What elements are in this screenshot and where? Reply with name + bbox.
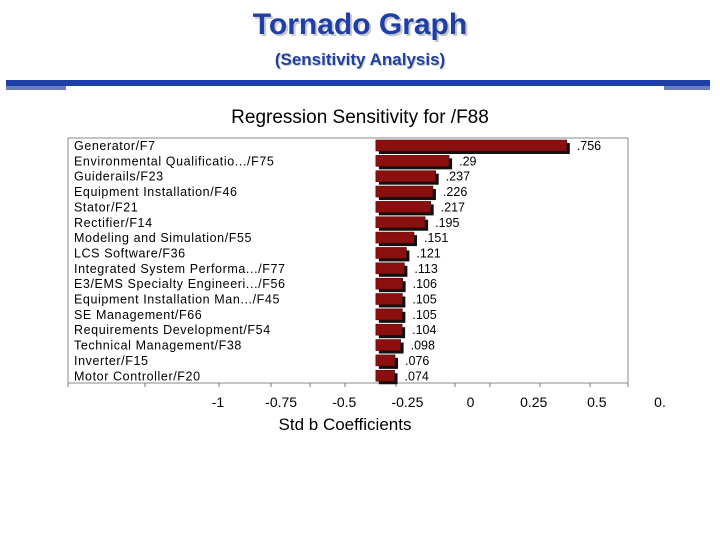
category-label: Equipment Installation/F46 bbox=[74, 185, 238, 199]
data-label: .237 bbox=[446, 170, 470, 184]
bar bbox=[375, 262, 405, 275]
x-tick-label: 0. bbox=[654, 394, 666, 410]
category-label: Motor Controller/F20 bbox=[74, 369, 201, 383]
data-label: .105 bbox=[412, 293, 436, 307]
bar bbox=[375, 247, 407, 259]
category-label: Environmental Qualificatio.../F75 bbox=[74, 154, 274, 168]
bar bbox=[375, 308, 403, 321]
bar bbox=[375, 339, 401, 351]
data-label: .195 bbox=[435, 216, 459, 230]
chart-title: Regression Sensitivity for /F88 bbox=[231, 107, 489, 128]
data-label: .756 bbox=[577, 139, 601, 153]
category-label: Technical Management/F38 bbox=[74, 339, 242, 353]
category-label: Generator/F7 bbox=[74, 139, 156, 153]
data-label: .105 bbox=[412, 308, 436, 322]
x-axis-label: Std b Coefficients bbox=[279, 415, 412, 434]
data-label: .104 bbox=[412, 323, 436, 337]
plot-area: -1 -0.75 -0.5 -0.25 0 0.25 0.5 0. Generator/F7 .7… bbox=[67, 137, 666, 410]
data-label: .217 bbox=[441, 200, 465, 214]
data-label: .098 bbox=[411, 339, 435, 353]
plot-frame bbox=[67, 137, 629, 384]
bar bbox=[375, 201, 431, 213]
bar bbox=[375, 185, 434, 198]
bar bbox=[375, 354, 396, 367]
x-tick-label: -1 bbox=[212, 394, 225, 410]
category-label: E3/EMS Specialty Engineeri.../F56 bbox=[74, 277, 286, 291]
category-label: Guiderails/F23 bbox=[74, 170, 164, 184]
data-label: .106 bbox=[413, 277, 437, 291]
data-label: .151 bbox=[424, 231, 448, 245]
category-label: Rectifier/F14 bbox=[74, 216, 153, 230]
x-tick-label: 0.5 bbox=[587, 394, 607, 410]
category-label: Equipment Installation Man.../F45 bbox=[74, 293, 280, 307]
slide-subtitle: (Sensitivity Analysis) bbox=[274, 50, 446, 69]
category-label: Inverter/F15 bbox=[74, 354, 149, 368]
bar bbox=[375, 231, 415, 244]
data-label: .113 bbox=[414, 262, 437, 276]
title-divider-left-cap bbox=[6, 86, 66, 90]
category-label: SE Management/F66 bbox=[74, 308, 202, 322]
x-tick-label: -0.75 bbox=[265, 394, 297, 410]
title-divider bbox=[6, 80, 710, 86]
bar bbox=[375, 139, 568, 152]
slide-title: Tornado Graph bbox=[252, 8, 468, 41]
x-tick-label: 0.25 bbox=[520, 394, 547, 410]
category-label: Stator/F21 bbox=[74, 200, 138, 214]
data-label: .076 bbox=[405, 354, 429, 368]
x-tick-label: -0.5 bbox=[332, 394, 356, 410]
bar bbox=[375, 155, 450, 167]
category-label: Requirements Development/F54 bbox=[74, 323, 271, 337]
bar bbox=[375, 170, 437, 182]
bar bbox=[375, 216, 426, 229]
data-label: .226 bbox=[443, 185, 467, 199]
bar bbox=[375, 293, 403, 305]
category-label: Modeling and Simulation/F55 bbox=[74, 231, 252, 245]
bar bbox=[375, 369, 395, 382]
category-label: LCS Software/F36 bbox=[74, 246, 186, 260]
data-label: .29 bbox=[459, 154, 476, 168]
bar bbox=[375, 323, 403, 336]
x-tick-label: -0.25 bbox=[391, 394, 423, 410]
title-divider-right-cap bbox=[664, 86, 710, 90]
x-tick-label: 0 bbox=[467, 394, 475, 410]
data-label: .074 bbox=[405, 369, 429, 383]
bar bbox=[375, 277, 403, 290]
category-label: Integrated System Performa.../F77 bbox=[74, 262, 286, 276]
data-label: .121 bbox=[416, 246, 440, 260]
